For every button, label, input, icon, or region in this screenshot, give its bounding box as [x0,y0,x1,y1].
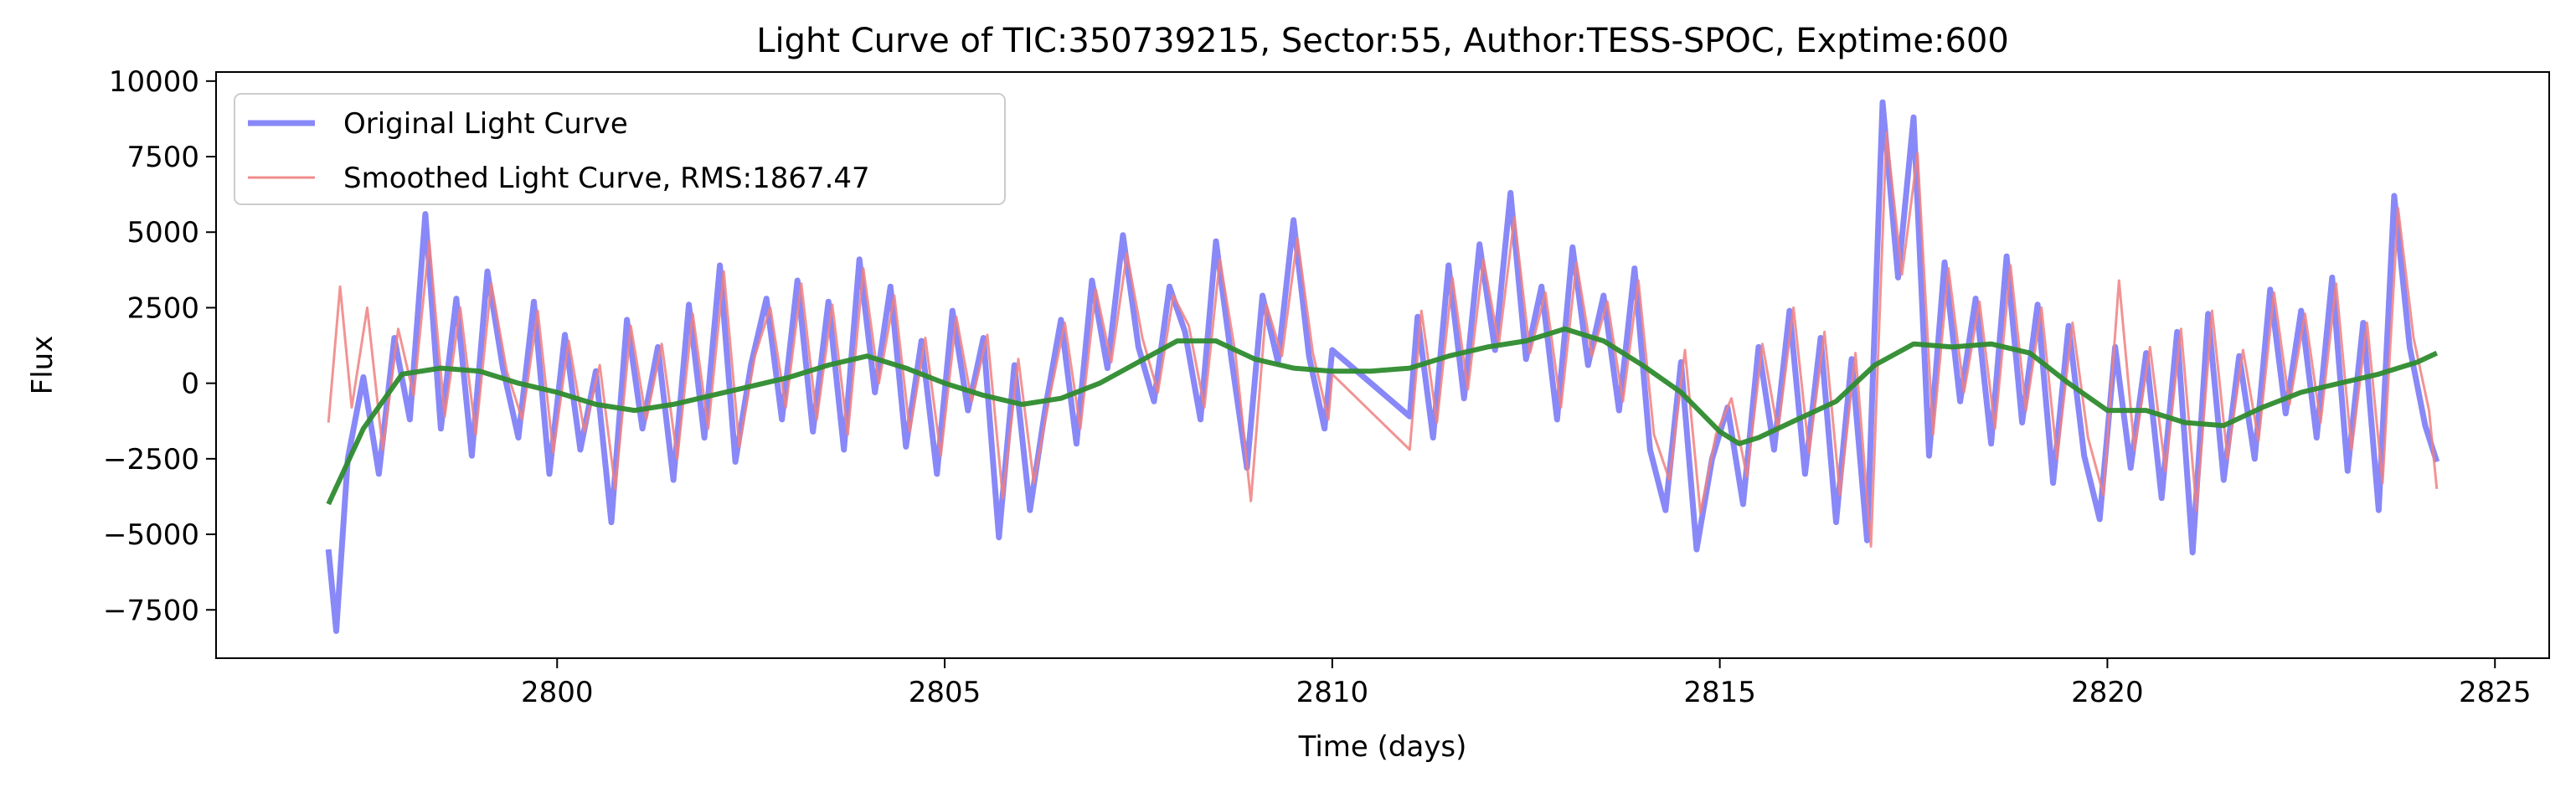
x-tick-label: 2825 [2459,676,2532,709]
x-tick-label: 2810 [1296,676,1369,709]
legend: Original Light Curve Smoothed Light Curv… [234,93,1006,205]
y-tick-label: −5000 [103,518,199,552]
series-line-0 [325,99,2440,634]
x-axis-label: Time (days) [1298,730,1467,764]
y-tick-label: 7500 [126,141,199,174]
y-tick-label: 2500 [126,291,199,325]
y-axis-label: Flux [26,336,59,395]
y-tick-label: −7500 [103,594,199,627]
y-tick-label: 0 [181,368,199,401]
series-line-1 [327,131,2439,548]
y-axis: −7500 −5000 −2500 0 2500 5000 7500 10000 [103,65,216,627]
x-tick-label: 2815 [1683,676,1756,709]
series-line-2 [326,326,2439,506]
legend-box [234,93,1006,205]
series-layer [325,99,2440,634]
legend-label-smoothed: Smoothed Light Curve, RMS:1867.47 [343,162,870,195]
y-tick-label: 5000 [126,216,199,250]
y-tick-label: −2500 [103,443,199,476]
x-tick-label: 2800 [521,676,594,709]
chart-title: Light Curve of TIC:350739215, Sector:55,… [756,22,2009,60]
x-tick-label: 2820 [2071,676,2144,709]
x-axis: 2800 2805 2810 2815 2820 2825 [521,658,2531,709]
x-tick-label: 2805 [909,676,981,709]
legend-label-original: Original Light Curve [343,107,628,141]
y-tick-label: 10000 [109,65,199,99]
plot-frame [215,71,2550,659]
